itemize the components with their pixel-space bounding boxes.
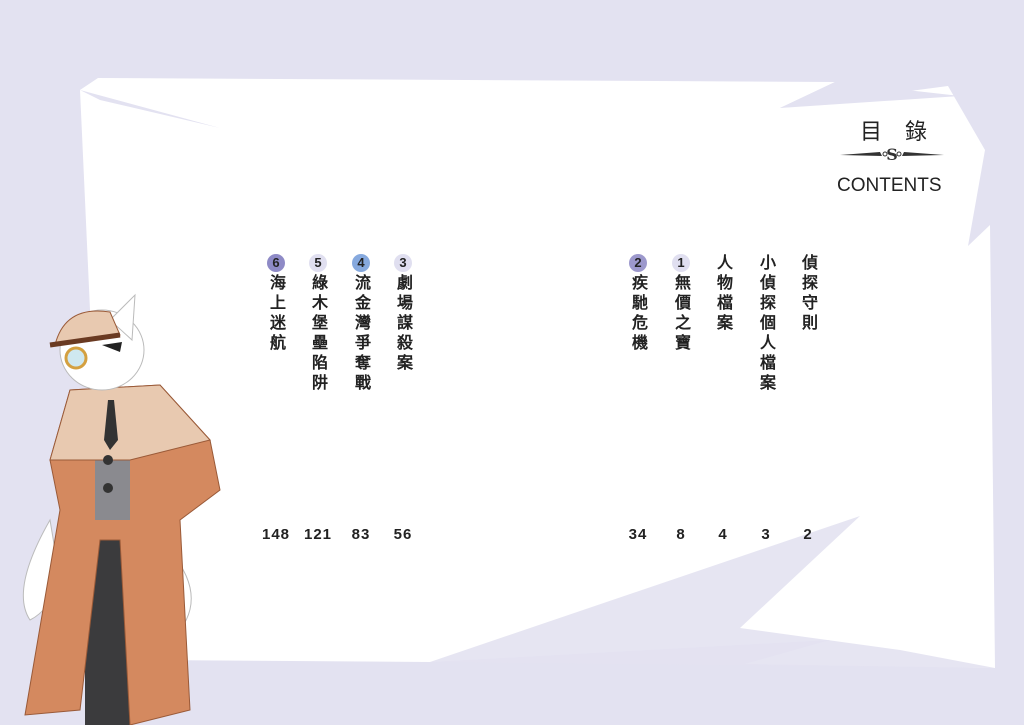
svg-text:S: S <box>886 145 898 164</box>
contents-title-english: CONTENTS <box>837 175 942 196</box>
toc-entry[interactable]: 偵探守則 <box>796 254 820 334</box>
toc-page-number: 8 <box>676 526 686 543</box>
toc-entry[interactable]: 2 疾馳危機 <box>626 254 650 354</box>
toc-page-number: 34 <box>628 526 648 543</box>
contents-title-chinese: 目 錄 <box>860 120 935 145</box>
toc-entry-title: 無價之寶 <box>672 274 691 354</box>
toc-page-number: 56 <box>393 526 413 543</box>
chapter-number-badge: 6 <box>267 254 285 272</box>
chapter-number-badge: 5 <box>309 254 327 272</box>
toc-entry-title: 綠木堡壘陷阱 <box>309 274 328 394</box>
toc-page-number: 148 <box>261 526 291 543</box>
toc-entry-title: 疾馳危機 <box>629 274 648 354</box>
toc-entry-title: 人物檔案 <box>714 254 733 334</box>
toc-entry[interactable]: 4 流金灣爭奪戰 <box>349 254 373 394</box>
chapter-number-badge: 3 <box>394 254 412 272</box>
toc-page-number: 83 <box>351 526 371 543</box>
toc-page-number: 121 <box>303 526 333 543</box>
toc-page-number: 4 <box>718 526 728 543</box>
toc-entry[interactable]: 3 劇場謀殺案 <box>391 254 415 374</box>
toc-page-number: 2 <box>803 526 813 543</box>
toc-entry[interactable]: 6 海上迷航 <box>264 254 288 354</box>
chapter-number-badge: 1 <box>672 254 690 272</box>
toc-entry-title: 偵探守則 <box>799 254 818 334</box>
toc-entry[interactable]: 1 無價之寶 <box>669 254 693 354</box>
toc-entry-title: 小偵探個人檔案 <box>757 254 776 394</box>
toc-page-number: 3 <box>761 526 771 543</box>
chapter-number-badge: 4 <box>352 254 370 272</box>
toc-entry[interactable]: 小偵探個人檔案 <box>754 254 778 394</box>
toc-entry-title: 劇場謀殺案 <box>394 274 413 374</box>
toc-entry-title: 流金灣爭奪戰 <box>352 274 371 394</box>
toc-entry[interactable]: 人物檔案 <box>711 254 735 334</box>
ornament-divider-icon: S <box>840 145 944 164</box>
chapter-number-badge: 2 <box>629 254 647 272</box>
toc-entry-title: 海上迷航 <box>267 274 286 354</box>
toc-entry[interactable]: 5 綠木堡壘陷阱 <box>306 254 330 394</box>
fox-detective-illustration <box>22 293 221 725</box>
